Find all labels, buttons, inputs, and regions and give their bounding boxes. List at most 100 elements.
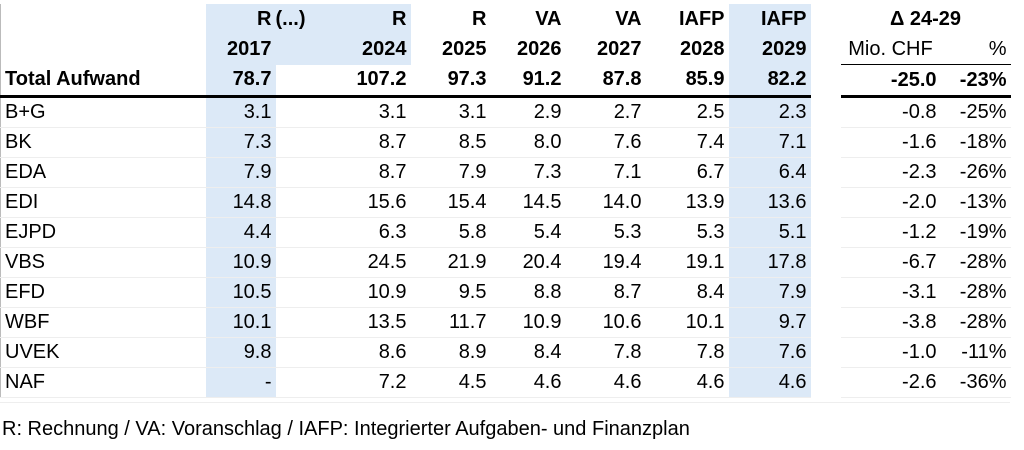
spacer — [275, 64, 331, 98]
cell-value: 7.8 — [645, 337, 729, 368]
spacer — [275, 337, 331, 368]
delta-value: -11% — [940, 337, 1011, 368]
delta-value: -3.1 — [840, 277, 941, 308]
cell-value: 3.1 — [410, 96, 491, 128]
delta-value: -28% — [940, 277, 1011, 308]
cell-value: 19.1 — [645, 247, 729, 278]
column-type: R — [330, 4, 411, 34]
delta-value: -18% — [940, 127, 1011, 158]
data-table: R (...) R R VA VA IAFP IAFP Δ 24-29 2017 2024 2025 2… — [0, 4, 1011, 398]
cell-value: 8.7 — [330, 157, 411, 188]
cell-value: 7.3 — [205, 127, 276, 158]
footnote: R: Rechnung / VA: Voranschlag / IAFP: In… — [2, 418, 690, 440]
cell-value: 10.6 — [565, 307, 646, 338]
column-type: VA — [615, 7, 642, 30]
cell-value: 3.1 — [205, 96, 276, 128]
row-label: VBS — [0, 247, 206, 278]
cell-value: 2.5 — [645, 96, 729, 128]
cell-value: 13.9 — [645, 187, 729, 218]
cell-value: 9.5 — [410, 277, 491, 308]
cell-value: 91.2 — [490, 64, 566, 98]
spacer — [275, 277, 331, 308]
cell-value: 4.4 — [205, 217, 276, 248]
row-label: UVEK — [0, 337, 206, 368]
cell-value: 15.4 — [410, 187, 491, 218]
spacer — [275, 217, 331, 248]
spacer — [810, 34, 841, 65]
spacer — [810, 367, 841, 398]
cell-value: 24.5 — [330, 247, 411, 278]
row-label: Total Aufwand — [0, 64, 206, 98]
table-row: WBF 10.1 13.5 11.7 10.9 10.6 10.1 9.7 -3.8 -28% — [0, 307, 1011, 338]
cell-value: 13.6 — [728, 187, 811, 218]
cell-value: 2.9 — [490, 96, 566, 128]
column-year: 2028 — [680, 37, 725, 60]
cell-value: 85.9 — [645, 64, 729, 98]
spacer — [810, 187, 841, 218]
column-type: IAFP — [728, 4, 811, 34]
table-row: EDA 7.9 8.7 7.9 7.3 7.1 6.7 6.4 -2.3 -26% — [0, 157, 1011, 188]
delta-value: -25% — [940, 96, 1011, 128]
spacer — [0, 34, 206, 65]
cell-value: 11.7 — [410, 307, 491, 338]
cell-value: 10.1 — [645, 307, 729, 338]
delta-value: -1.2 — [840, 217, 941, 248]
row-label: WBF — [0, 307, 206, 338]
cell-value: 10.9 — [330, 277, 411, 308]
column-type: IAFP — [678, 7, 725, 30]
cell-value: 10.9 — [205, 247, 276, 278]
spacer — [275, 34, 331, 65]
cell-value: 10.1 — [205, 307, 276, 338]
table-row: Total Aufwand 78.7 107.2 97.3 91.2 87.8 85.9 82… — [0, 64, 1011, 98]
cell-value: 82.2 — [728, 64, 811, 98]
spacer — [810, 217, 841, 248]
row-label: B+G — [0, 96, 206, 128]
column-year: 2029 — [728, 34, 811, 65]
cell-value: 10.9 — [490, 307, 566, 338]
unit-label: % — [940, 34, 1011, 65]
table-row: BK 7.3 8.7 8.5 8.0 7.6 7.4 7.1 -1.6 -18% — [0, 127, 1011, 158]
delta-value: -1.6 — [840, 127, 941, 158]
spacer — [810, 157, 841, 188]
cell-value: 21.9 — [410, 247, 491, 278]
cell-value: 7.4 — [645, 127, 729, 158]
table-row: NAF -7.2 4.5 4.6 4.6 4.6 4.6 -2.6 -36% — [0, 367, 1011, 398]
cell-value: 87.8 — [565, 64, 646, 98]
delta-value: -2.0 — [840, 187, 941, 218]
cell-value: 8.4 — [490, 337, 566, 368]
cell-value: 4.6 — [645, 367, 729, 398]
row-label: EDA — [0, 157, 206, 188]
cell-value: 8.7 — [330, 127, 411, 158]
row-label: BK — [0, 127, 206, 158]
delta-title: Δ 24-29 — [889, 7, 962, 30]
cell-value: 19.4 — [565, 247, 646, 278]
cell-value: 5.1 — [728, 217, 811, 248]
table-row: R (...) R R VA VA IAFP IAFP Δ 24-29 — [0, 4, 1011, 34]
table-row: UVEK 9.8 8.6 8.9 8.4 7.8 7.8 7.6 -1.0 -11% — [0, 337, 1011, 368]
delta-value: -28% — [940, 307, 1011, 338]
delta-value: -25.0 — [840, 64, 941, 98]
cell-value: 7.1 — [728, 127, 811, 158]
cell-value: 8.6 — [330, 337, 411, 368]
spacer — [0, 4, 206, 34]
delta-value: -26% — [940, 157, 1011, 188]
table-row: EFD 10.5 10.9 9.5 8.8 8.7 8.4 7.9 -3.1 -28% — [0, 277, 1011, 308]
cell-value: 13.5 — [330, 307, 411, 338]
cell-value: 3.1 — [330, 96, 411, 128]
cell-value: 8.0 — [490, 127, 566, 158]
cell-value: 97.3 — [410, 64, 491, 98]
cell-value: 2.7 — [565, 96, 646, 128]
cell-value: - — [205, 367, 276, 398]
spacer — [810, 277, 841, 308]
spacer — [275, 157, 331, 188]
cell-value: 4.6 — [565, 367, 646, 398]
cell-value: 7.1 — [565, 157, 646, 188]
delta-value: -19% — [940, 217, 1011, 248]
cell-value: 4.6 — [490, 367, 566, 398]
column-year: 2024 — [330, 34, 411, 65]
cell-value: 7.2 — [330, 367, 411, 398]
column-year: 2017 — [205, 34, 276, 65]
cell-value: 6.4 — [728, 157, 811, 188]
table-row: EDI 14.8 15.6 15.4 14.5 14.0 13.9 13.6 -2.0 -13% — [0, 187, 1011, 218]
cell-value: 7.9 — [728, 277, 811, 308]
